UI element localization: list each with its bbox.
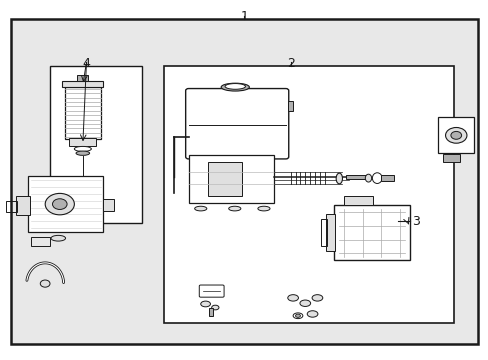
Bar	[345, 175, 366, 179]
Bar	[69, 138, 96, 146]
Bar	[344, 196, 372, 205]
Ellipse shape	[224, 84, 245, 89]
Ellipse shape	[335, 173, 342, 184]
Bar	[6, 201, 17, 212]
Bar	[442, 154, 459, 162]
Ellipse shape	[365, 174, 371, 182]
Bar	[209, 308, 213, 316]
Circle shape	[445, 127, 466, 143]
Bar	[325, 214, 335, 251]
Bar	[164, 66, 453, 323]
Ellipse shape	[299, 300, 310, 306]
Text: 2: 2	[286, 57, 294, 70]
Ellipse shape	[221, 83, 249, 91]
Circle shape	[52, 199, 67, 210]
Circle shape	[45, 193, 74, 215]
Circle shape	[40, 280, 50, 287]
Bar	[103, 199, 114, 211]
Bar	[77, 75, 88, 81]
Ellipse shape	[287, 295, 298, 301]
Bar	[64, 87, 101, 139]
Bar	[334, 205, 409, 260]
Text: 3: 3	[411, 215, 419, 228]
Bar	[16, 196, 30, 215]
FancyBboxPatch shape	[185, 89, 288, 159]
Bar	[28, 176, 103, 232]
Bar	[207, 162, 242, 196]
Bar	[50, 66, 142, 223]
Bar	[287, 100, 292, 111]
Text: 1: 1	[240, 10, 248, 23]
Text: 4: 4	[82, 57, 90, 70]
FancyBboxPatch shape	[199, 285, 224, 297]
Ellipse shape	[74, 147, 91, 152]
Bar	[30, 237, 50, 246]
Ellipse shape	[311, 295, 322, 301]
Ellipse shape	[292, 313, 302, 319]
Ellipse shape	[201, 301, 210, 307]
Ellipse shape	[306, 311, 317, 317]
Ellipse shape	[76, 151, 89, 156]
Ellipse shape	[211, 305, 219, 310]
Bar	[320, 219, 326, 246]
Ellipse shape	[257, 206, 269, 211]
Bar	[380, 175, 393, 181]
Ellipse shape	[295, 314, 300, 318]
Bar	[188, 155, 273, 203]
Ellipse shape	[194, 206, 206, 211]
Ellipse shape	[372, 173, 381, 184]
Ellipse shape	[51, 235, 65, 241]
Bar	[437, 117, 473, 153]
Circle shape	[450, 131, 461, 139]
Bar	[62, 81, 103, 87]
Ellipse shape	[228, 206, 241, 211]
